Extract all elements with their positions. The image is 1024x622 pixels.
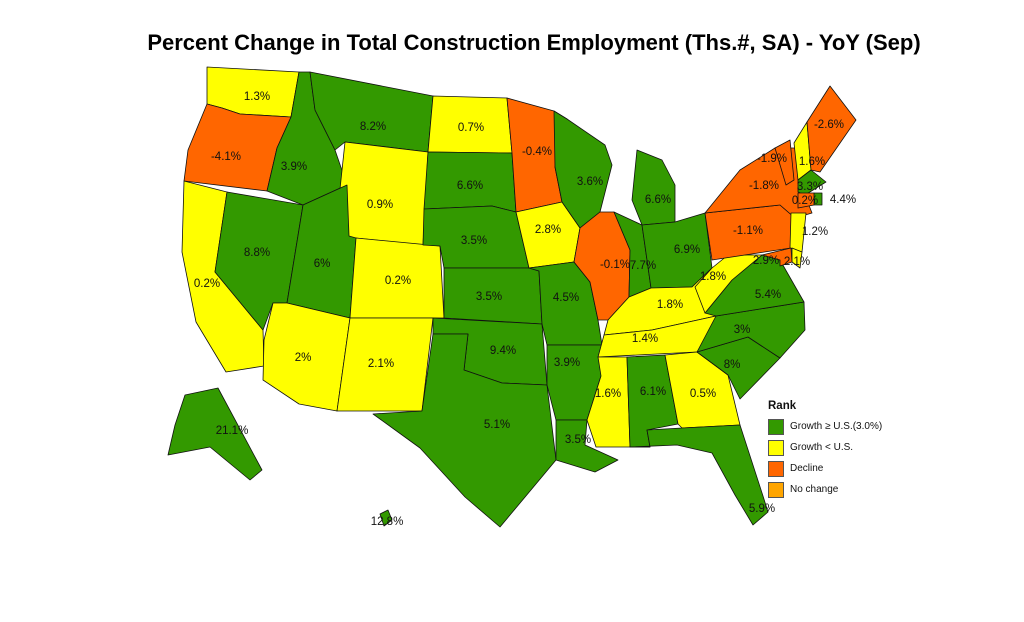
legend-swatch-growth-below	[768, 439, 784, 456]
legend-label-growth-above: Growth ≥ U.S.(3.0%)	[790, 421, 883, 432]
state-mi	[631, 149, 676, 226]
state-label-sd: 6.6%	[457, 180, 483, 192]
state-label-tx: 5.1%	[484, 419, 510, 431]
legend-label-decline: Decline	[790, 463, 824, 474]
state-label-mn: -0.4%	[522, 146, 552, 158]
legend-swatch-no-change	[768, 481, 784, 498]
state-label-la: 3.5%	[565, 434, 591, 446]
state-label-wy: 0.9%	[367, 199, 393, 211]
state-label-nm: 2.1%	[368, 358, 394, 370]
state-vt	[774, 139, 795, 186]
state-label-ut: 6%	[314, 258, 331, 270]
state-label-wv: 1.8%	[700, 271, 726, 283]
state-label-nj: 1.2%	[802, 226, 828, 238]
state-label-or: -4.1%	[211, 151, 241, 163]
legend-item-growth-below: Growth < U.S.	[768, 437, 882, 458]
state-tx	[372, 333, 557, 528]
state-label-il: -0.1%	[600, 259, 630, 271]
legend-label-growth-below: Growth < U.S.	[790, 442, 854, 453]
state-label-ga: 0.5%	[690, 388, 716, 400]
state-label-mt: 8.2%	[360, 121, 386, 133]
legend-swatch-growth-above	[768, 418, 784, 435]
states-layer	[167, 66, 857, 528]
state-label-ca: 0.2%	[194, 278, 220, 290]
state-label-az: 2%	[295, 352, 312, 364]
state-label-ms: 1.6%	[595, 388, 621, 400]
state-label-al: 6.1%	[640, 386, 666, 398]
state-label-id: 3.9%	[281, 161, 307, 173]
state-label-va: 5.4%	[755, 289, 781, 301]
state-label-sc: 8%	[724, 359, 741, 371]
legend-item-growth-above: Growth ≥ U.S.(3.0%)	[768, 416, 882, 437]
state-fl	[629, 424, 769, 526]
state-ct	[797, 192, 815, 209]
state-label-ia: 2.8%	[535, 224, 561, 236]
state-ak	[167, 387, 263, 481]
state-label-tn: 1.4%	[632, 333, 658, 345]
state-label-ne: 3.5%	[461, 235, 487, 247]
state-label-ri: 4.4%	[830, 194, 856, 206]
legend-label-no-change: No change	[790, 484, 839, 495]
state-label-oh: 6.9%	[674, 244, 700, 256]
state-label-co: 0.2%	[385, 275, 411, 287]
state-label-hi: 12.8%	[371, 516, 404, 528]
state-label-ks: 3.5%	[476, 291, 502, 303]
state-label-md: 2.9%	[753, 255, 779, 267]
labels-layer: 1.3% -4.1% 0.2% 8.8% 3.9% 8.2% 0.9% 6% 2% 0.2% 2.1…	[194, 91, 856, 528]
state-label-in: 7.7%	[630, 260, 656, 272]
legend-title: Rank	[768, 400, 797, 412]
state-ma	[797, 169, 827, 196]
state-label-ma: 3.3%	[797, 181, 823, 193]
state-label-mi: 6.6%	[645, 194, 671, 206]
legend: Rank Growth ≥ U.S.(3.0%) Growth < U.S. D…	[768, 400, 882, 500]
state-label-ct: 0.2%	[792, 195, 818, 207]
state-label-ok: 9.4%	[490, 345, 516, 357]
state-label-ny: -1.8%	[749, 180, 779, 192]
state-label-ar: 3.9%	[554, 357, 580, 369]
state-label-nd: 0.7%	[458, 122, 484, 134]
state-label-ky: 1.8%	[657, 299, 683, 311]
state-label-nc: 3%	[734, 324, 751, 336]
legend-item-no-change: No change	[768, 479, 882, 500]
state-label-ak: 21.1%	[216, 425, 249, 437]
state-me	[806, 85, 857, 173]
state-label-fl: 5.9%	[749, 503, 775, 515]
state-label-nv: 8.8%	[244, 247, 270, 259]
state-label-vt: -1.9%	[757, 153, 787, 165]
state-label-wa: 1.3%	[244, 91, 270, 103]
state-label-me: -2.6%	[814, 119, 844, 131]
legend-swatch-decline	[768, 460, 784, 477]
state-label-nh: 1.6%	[799, 156, 825, 168]
state-hi	[379, 509, 393, 527]
map-title: Percent Change in Total Construction Emp…	[147, 30, 921, 55]
state-label-pa: -1.1%	[733, 225, 763, 237]
state-label-mo: 4.5%	[553, 292, 579, 304]
legend-item-decline: Decline	[768, 458, 882, 479]
state-label-de: 2.1%	[784, 256, 810, 268]
state-label-wi: 3.6%	[577, 176, 603, 188]
state-md	[761, 247, 793, 267]
